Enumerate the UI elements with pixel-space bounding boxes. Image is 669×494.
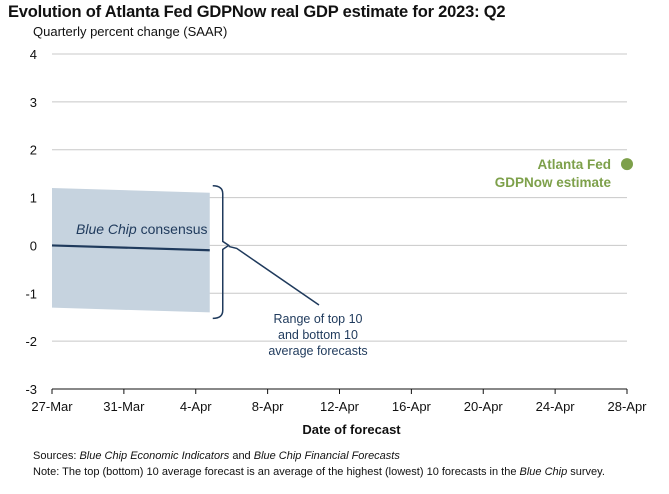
range-bracket: [212, 185, 231, 320]
x-tick-label: 20-Apr: [464, 399, 504, 414]
note-label: Note:: [33, 466, 63, 478]
y-tick-label: -1: [25, 286, 37, 301]
x-axis-title: Date of forecast: [302, 422, 401, 437]
x-tick-label: 16-Apr: [392, 399, 432, 414]
y-tick-label: -2: [25, 334, 37, 349]
axis-layer: -3 -2 -1 0 1 2 3 4 27-Mar 31-Mar 4-Apr 8-Apr 12-Apr 1…: [25, 47, 647, 437]
gdpnow-label-line: Atlanta Fed: [537, 157, 611, 172]
consensus-label: Blue Chip consensus: [76, 221, 208, 237]
consensus-label-rest: consensus: [137, 221, 208, 237]
x-tick-label: 31-Mar: [103, 399, 145, 414]
range-label-line: Range of top 10: [274, 312, 363, 326]
note-text: The top (bottom) 10 average forecast is …: [62, 466, 520, 478]
y-tick-label: 4: [30, 47, 37, 62]
note-end: survey.: [567, 466, 605, 478]
note-italic: Blue Chip: [519, 466, 568, 478]
sources-title-1: Blue Chip Economic Indicators: [79, 450, 230, 462]
footer-sources: Sources: Blue Chip Economic Indicators a…: [33, 450, 400, 462]
range-pointer-line: [228, 245, 320, 306]
x-tick-label: 28-Apr: [607, 399, 647, 414]
range-label-line: and bottom 10: [278, 328, 358, 342]
y-tick-label: 0: [30, 238, 37, 253]
x-tick-label: 8-Apr: [252, 399, 284, 414]
y-tick-label: 1: [30, 191, 37, 206]
x-tick-label: 12-Apr: [320, 399, 360, 414]
sources-mid: and: [229, 450, 254, 462]
chart-subtitle: Quarterly percent change (SAAR): [33, 24, 228, 39]
y-tick-label: 3: [30, 95, 37, 110]
gdpnow-label-line: GDPNow estimate: [495, 175, 612, 190]
x-tick-label: 4-Apr: [180, 399, 212, 414]
footer-note: Note: The top (bottom) 10 average foreca…: [33, 466, 605, 478]
sources-label: Sources:: [33, 450, 80, 462]
gdpnow-point: [621, 158, 633, 171]
x-tick-label: 27-Mar: [31, 399, 73, 414]
line-layer: [51, 158, 633, 252]
band-layer: [52, 188, 210, 313]
sources-title-2: Blue Chip Financial Forecasts: [253, 450, 400, 462]
consensus-line: [51, 244, 210, 252]
annotation-layer: Blue Chip consensus Range of top 10 and bo…: [76, 157, 611, 358]
range-band: [52, 188, 210, 313]
y-tick-label: -3: [25, 382, 37, 397]
x-tick-label: 24-Apr: [536, 399, 576, 414]
chart-title: Evolution of Atlanta Fed GDPNow real GDP…: [8, 3, 506, 21]
consensus-label-italic: Blue Chip: [76, 221, 137, 237]
range-label-line: average forecasts: [268, 344, 367, 358]
y-tick-label: 2: [30, 143, 37, 158]
